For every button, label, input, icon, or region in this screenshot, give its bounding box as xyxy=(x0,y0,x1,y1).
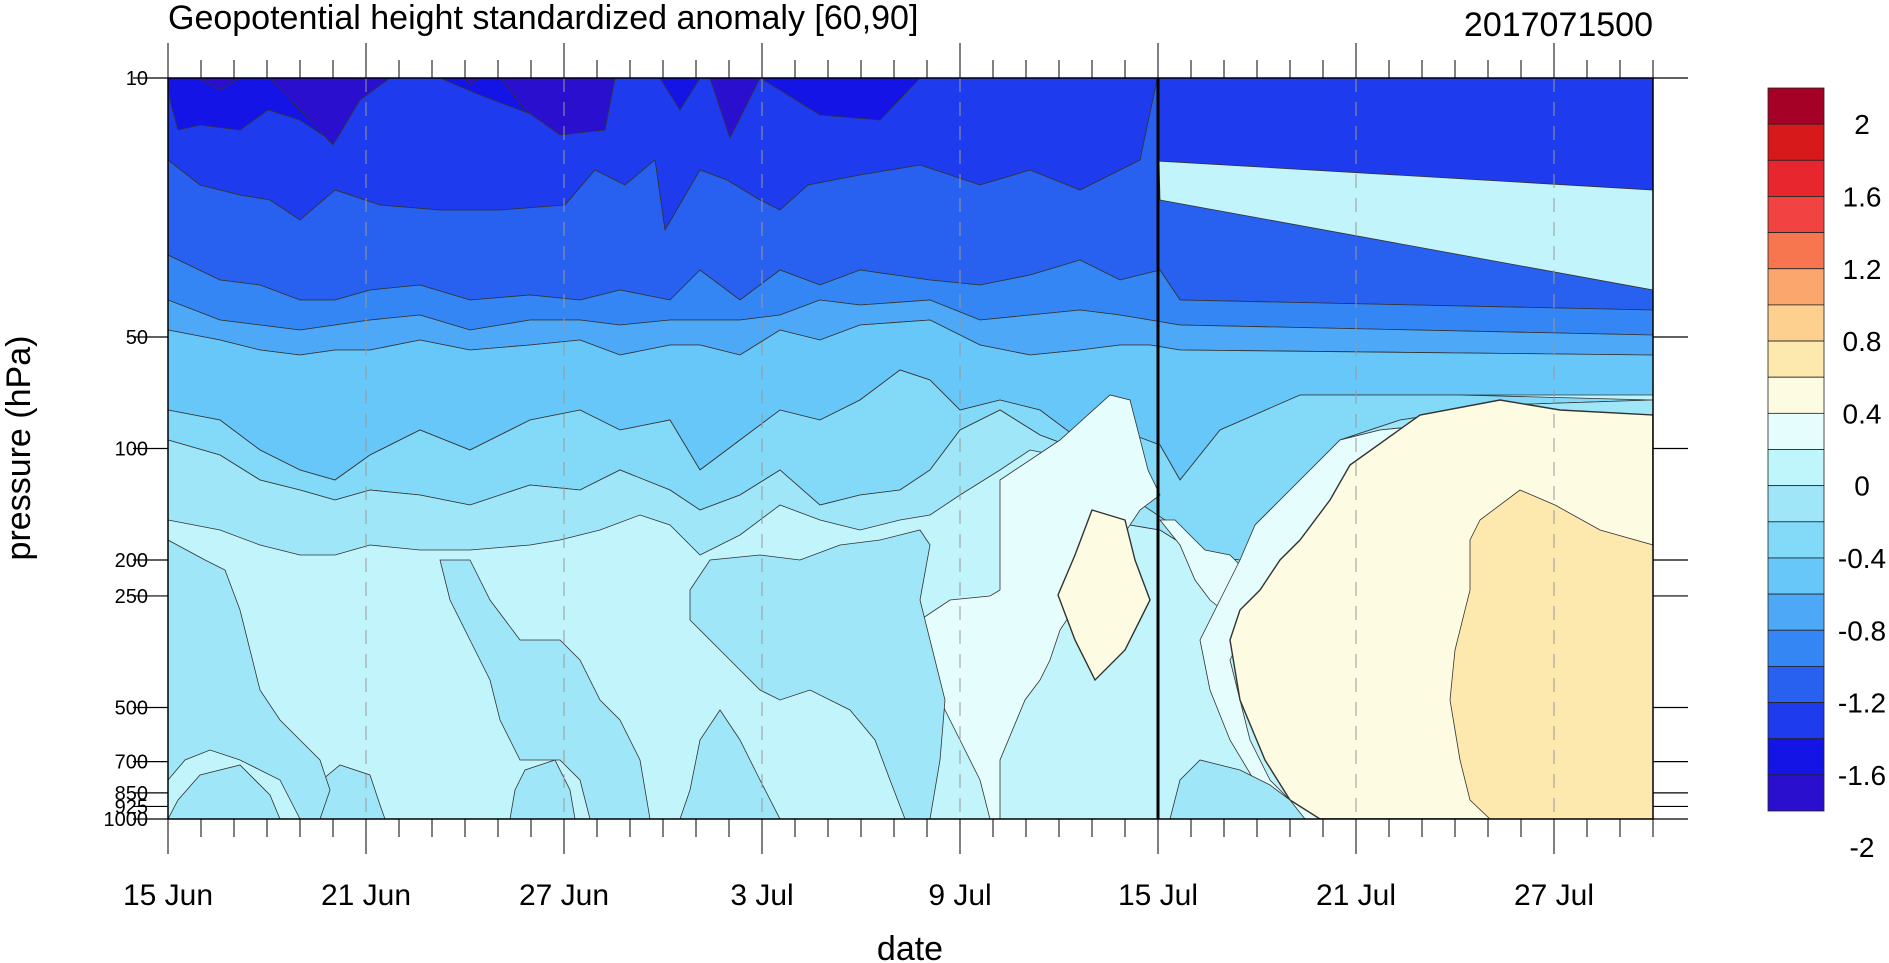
colorbar-swatch xyxy=(1767,629,1825,667)
y-tick-label: 1000 xyxy=(104,809,149,831)
colorbar-swatch xyxy=(1767,485,1825,523)
grid-lines xyxy=(365,78,1555,819)
x-tick-label: 21 Jun xyxy=(321,879,411,912)
contour-level-positive-island xyxy=(1057,509,1151,682)
colorbar-swatch xyxy=(1767,196,1825,233)
contour-level-positive-0-4 xyxy=(1449,489,1653,819)
colorbar-label: -0.8 xyxy=(1838,615,1886,646)
y-tick-label: 200 xyxy=(115,550,148,572)
colorbar-swatch xyxy=(1767,774,1825,812)
colorbar-swatch xyxy=(1767,123,1825,161)
colorbar-swatch xyxy=(1767,738,1825,776)
x-axis: 15 Jun 21 Jun 27 Jun 3 Jul 9 Jul 15 Jul 21 Jul… xyxy=(123,43,1654,912)
colorbar-swatch xyxy=(1767,557,1825,595)
colorbar-swatch xyxy=(1767,412,1825,450)
colorbar-label: 2 xyxy=(1854,109,1870,140)
colorbar-label: 0.4 xyxy=(1843,398,1882,429)
chart-title: Geopotential height standardized anomaly… xyxy=(168,0,918,37)
contour-level-left-tongue xyxy=(168,539,331,819)
date-label: 2017071500 xyxy=(1464,6,1653,44)
colorbar-label: 0 xyxy=(1854,471,1870,502)
colorbar-swatch xyxy=(1767,593,1825,631)
colorbar: 2 1.6 1.2 0.8 0.4 0 -0.4 -0.8 -1.2 -1.6 -2 xyxy=(1767,87,1886,863)
colorbar-label: 1.2 xyxy=(1843,254,1882,285)
colorbar-label: 0.8 xyxy=(1843,326,1882,357)
contour-level-lower-lobe-1 xyxy=(168,764,281,819)
x-axis-label: date xyxy=(877,930,943,963)
y-tick-label: 850 xyxy=(115,783,148,805)
x-tick-label: 3 Jul xyxy=(730,879,793,912)
y-tick-label: 100 xyxy=(115,439,148,461)
plot-area xyxy=(168,78,1653,819)
contour-level-lower-lobe-5 xyxy=(1169,759,1306,819)
colorbar-swatch xyxy=(1767,340,1825,378)
colorbar-swatch xyxy=(1767,159,1825,197)
y-tick-label: 250 xyxy=(115,586,148,608)
colorbar-label: -0.4 xyxy=(1838,543,1886,574)
contour-level-lower-lobe-4 xyxy=(679,709,781,819)
x-tick-label: 15 Jul xyxy=(1118,879,1198,912)
colorbar-swatch xyxy=(1767,87,1825,125)
y-tick-label: 925 xyxy=(115,796,148,818)
colorbar-swatch xyxy=(1767,376,1825,414)
y-tick-label: 10 xyxy=(126,68,148,90)
contour-level-center-tongue xyxy=(439,559,651,819)
x-tick-label: 9 Jul xyxy=(928,879,991,912)
colorbar-swatch xyxy=(1767,268,1825,306)
contour-level-lower-cyan-tongue xyxy=(689,529,946,819)
y-tick-label: 500 xyxy=(115,697,148,719)
x-tick-label: 27 Jul xyxy=(1514,879,1594,912)
y-tick-label: 700 xyxy=(115,752,148,774)
y-axis-label: pressure (hPa) xyxy=(0,336,38,561)
colorbar-label: -2 xyxy=(1850,832,1875,863)
contour-level-below-minus-2 xyxy=(197,78,761,146)
x-tick-label: 27 Jun xyxy=(519,879,609,912)
colorbar-label: -1.2 xyxy=(1838,688,1886,719)
colorbar-swatch xyxy=(1767,702,1825,740)
colorbar-swatch xyxy=(1767,449,1825,487)
x-tick-label: 15 Jun xyxy=(123,879,213,912)
colorbar-swatch xyxy=(1767,521,1825,559)
colorbar-label: -1.6 xyxy=(1838,760,1886,791)
colorbar-swatch xyxy=(1767,304,1825,342)
colorbar-swatch xyxy=(1767,666,1825,703)
y-tick-label: 50 xyxy=(126,327,148,349)
colorbar-label: 1.6 xyxy=(1843,181,1882,212)
x-tick-label: 21 Jul xyxy=(1316,879,1396,912)
colorbar-swatch xyxy=(1767,232,1825,270)
